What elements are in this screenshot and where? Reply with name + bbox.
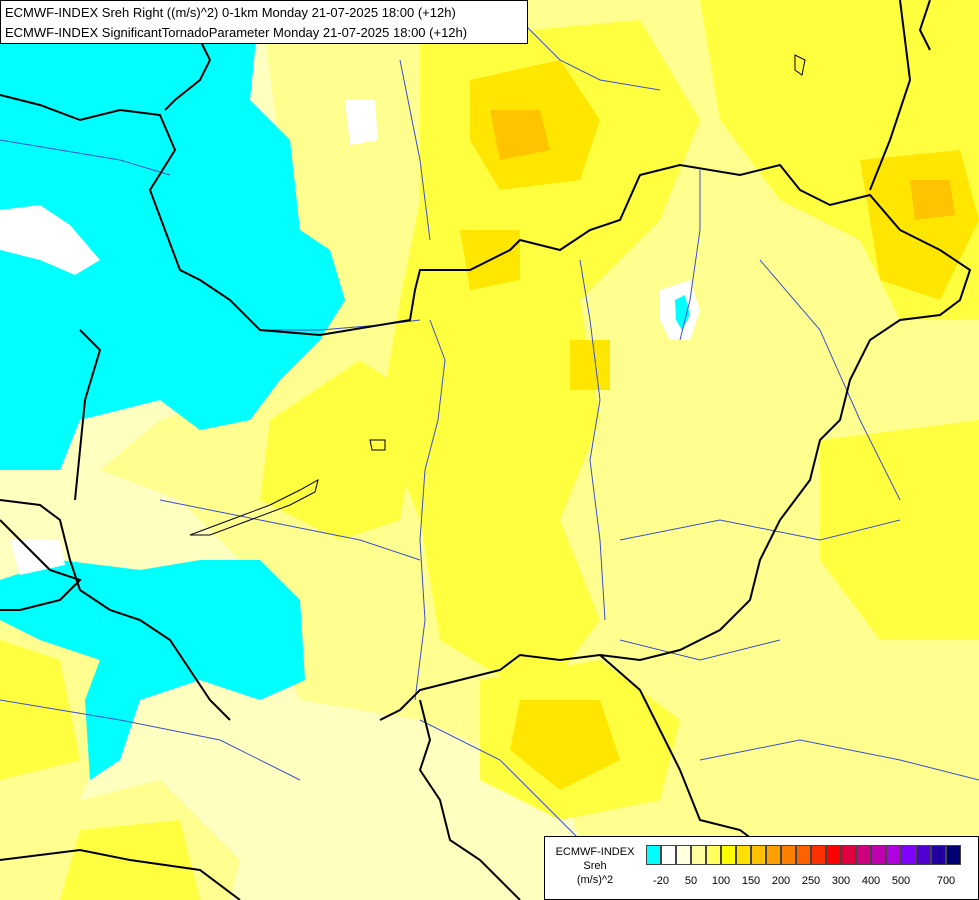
legend-title: ECMWF-INDEX Sreh (m/s)^2 bbox=[545, 845, 645, 887]
map-title-line-2: ECMWF-INDEX SignificantTornadoParameter … bbox=[5, 25, 468, 40]
legend-swatch bbox=[871, 845, 886, 865]
legend-swatch bbox=[811, 845, 826, 865]
lake-outlines bbox=[189, 54, 806, 536]
lake-cyan bbox=[675, 295, 690, 330]
legend-tick-label: 400 bbox=[861, 875, 881, 887]
legend-tick-label: -20 bbox=[653, 875, 669, 887]
legend-swatch bbox=[796, 845, 811, 865]
legend-tick-label: 200 bbox=[771, 875, 791, 887]
legend-swatch bbox=[661, 845, 676, 865]
legend-swatches bbox=[646, 845, 961, 865]
legend-tick-label: 100 bbox=[711, 875, 731, 887]
legend-swatch bbox=[751, 845, 766, 865]
legend-swatch bbox=[856, 845, 871, 865]
legend-source: ECMWF-INDEX bbox=[555, 846, 635, 858]
map-title-box: ECMWF-INDEX Sreh Right ((m/s)^2) 0-1km M… bbox=[0, 0, 528, 44]
legend-tick-label: 150 bbox=[741, 875, 761, 887]
legend-tick-label: 500 bbox=[891, 875, 911, 887]
legend-ticks: -20 50 100 150 200 250 300 400 500 700 bbox=[646, 875, 976, 889]
legend-swatch bbox=[886, 845, 901, 865]
legend-swatch bbox=[691, 845, 706, 865]
legend-swatch bbox=[781, 845, 796, 865]
legend-swatch bbox=[826, 845, 841, 865]
color-legend: ECMWF-INDEX Sreh (m/s)^2 -20 50 100 150 200 2… bbox=[544, 836, 979, 900]
legend-tick-label: 300 bbox=[831, 875, 851, 887]
legend-swatch bbox=[721, 845, 736, 865]
legend-swatch bbox=[841, 845, 856, 865]
legend-swatch bbox=[736, 845, 751, 865]
legend-swatch bbox=[946, 845, 961, 865]
legend-swatch bbox=[676, 845, 691, 865]
sreh-field-orange bbox=[490, 110, 955, 220]
legend-variable: Sreh bbox=[583, 860, 607, 872]
legend-swatch bbox=[931, 845, 946, 865]
legend-swatch bbox=[901, 845, 916, 865]
legend-swatch bbox=[766, 845, 781, 865]
legend-unit: (m/s)^2 bbox=[576, 874, 614, 886]
legend-swatch bbox=[646, 845, 661, 865]
legend-tick-label: 50 bbox=[684, 875, 698, 887]
legend-tick-label: 700 bbox=[936, 875, 956, 887]
legend-tick-label: 250 bbox=[801, 875, 821, 887]
legend-swatch bbox=[706, 845, 721, 865]
map-title-line-1: ECMWF-INDEX Sreh Right ((m/s)^2) 0-1km M… bbox=[5, 5, 456, 20]
legend-swatch bbox=[916, 845, 931, 865]
